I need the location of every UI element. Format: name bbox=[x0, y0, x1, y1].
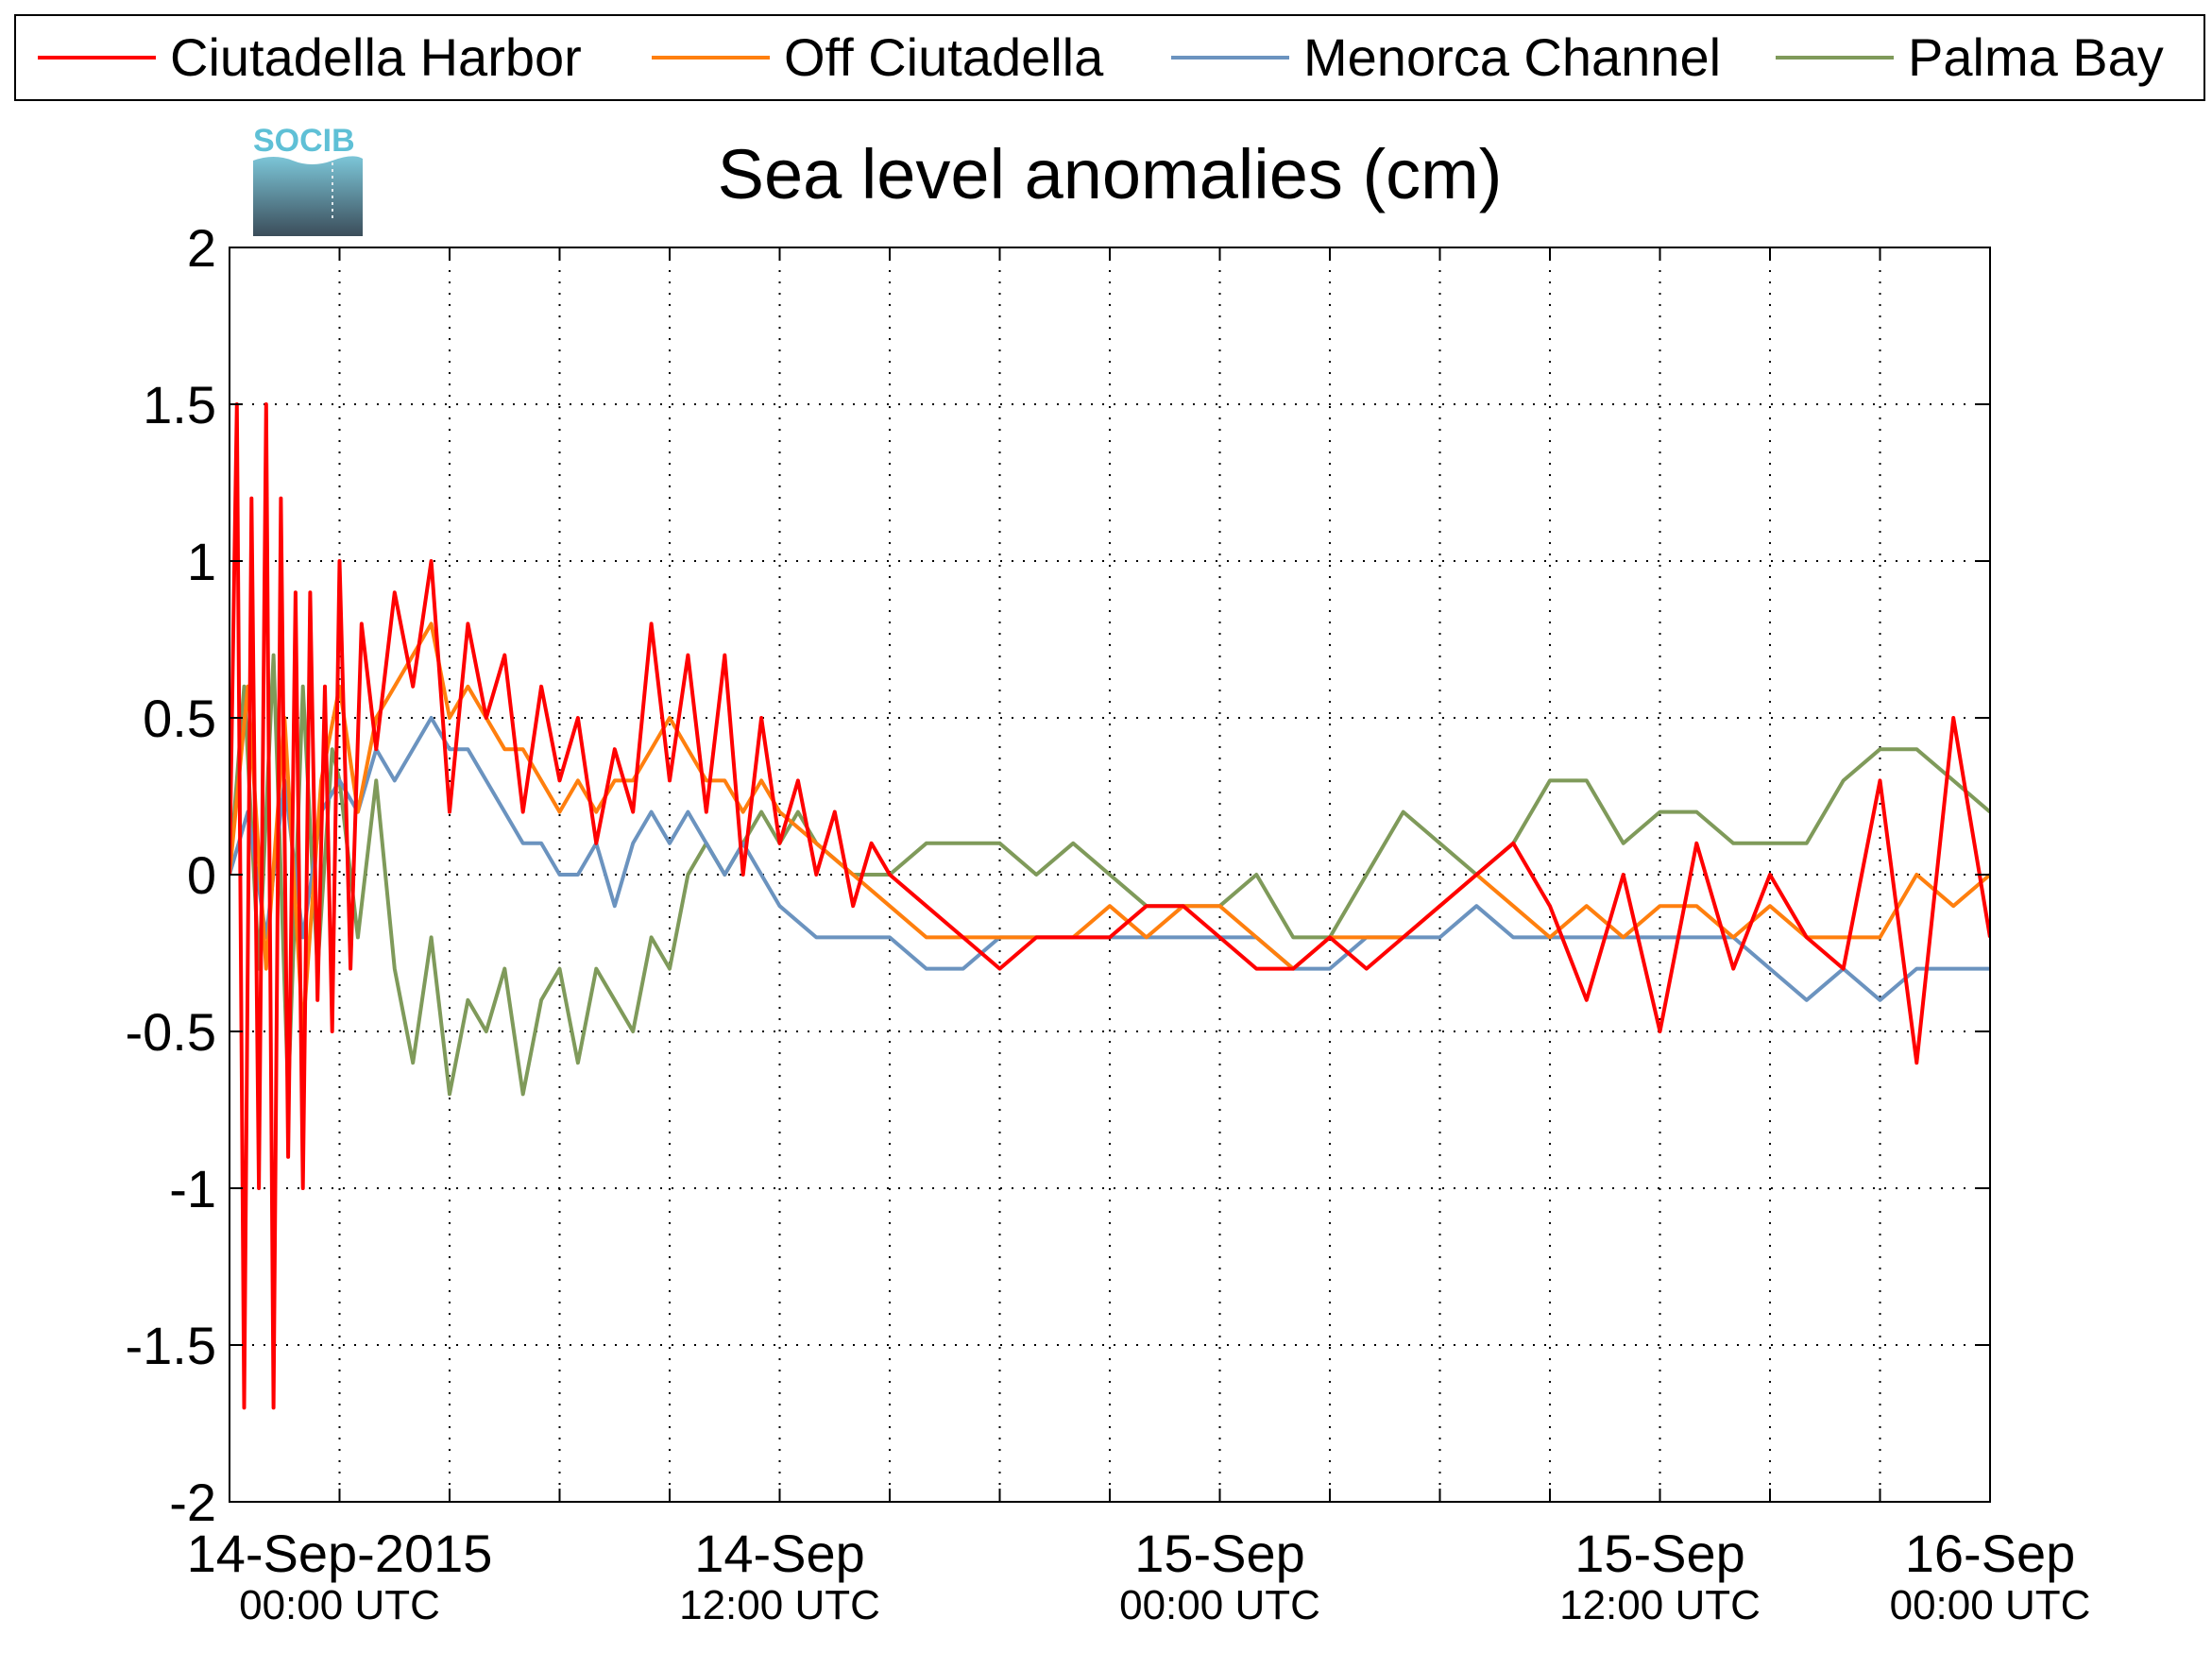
x-tick-label-time: 00:00 UTC bbox=[239, 1582, 440, 1628]
legend-label: Ciutadella Harbor bbox=[170, 27, 582, 87]
x-tick-label-date: 14-Sep bbox=[694, 1524, 865, 1583]
legend-label: Menorca Channel bbox=[1303, 27, 1721, 87]
y-tick-labels: 2 1.5 1 0.5 0 -0.5 -1 -1.5 -2 bbox=[126, 218, 217, 1532]
series-line-ciutadella-harbor bbox=[230, 402, 1990, 1410]
y-tick-label: -0.5 bbox=[126, 1002, 217, 1062]
y-tick-label: 2 bbox=[187, 218, 216, 278]
x-tick-label-time: 00:00 UTC bbox=[1890, 1582, 2091, 1628]
x-tick-label-time: 00:00 UTC bbox=[1119, 1582, 1320, 1628]
axes bbox=[229, 247, 1991, 1503]
y-tick-label: -2 bbox=[169, 1473, 216, 1532]
legend: Ciutadella Harbor Off Ciutadella Menorca C… bbox=[14, 14, 2205, 101]
legend-label: Palma Bay bbox=[1908, 27, 2164, 87]
socib-logo: SOCIB bbox=[253, 123, 363, 236]
y-tick-label: 0 bbox=[187, 845, 216, 905]
plot-area bbox=[230, 402, 1990, 1410]
y-tick-label: 1.5 bbox=[143, 375, 216, 434]
legend-label: Off Ciutadella bbox=[784, 27, 1104, 87]
x-tick-label-time: 12:00 UTC bbox=[679, 1582, 880, 1628]
y-tick-label: 1 bbox=[187, 532, 216, 591]
x-tick-label-time: 12:00 UTC bbox=[1559, 1582, 1761, 1628]
x-tick-label-date: 16-Sep bbox=[1905, 1524, 2076, 1583]
x-tick-label-date: 14-Sep-2015 bbox=[187, 1524, 493, 1583]
y-tick-label: 0.5 bbox=[143, 689, 216, 748]
series-line-off-ciutadella bbox=[230, 622, 1990, 1033]
y-tick-label: -1.5 bbox=[126, 1316, 217, 1375]
x-tick-label-date: 15-Sep bbox=[1574, 1524, 1745, 1583]
series-line-palma-bay bbox=[230, 653, 1990, 1097]
x-tick-label-date: 15-Sep bbox=[1134, 1524, 1305, 1583]
y-tick-label: -1 bbox=[169, 1159, 216, 1218]
socib-logo-wave bbox=[253, 156, 363, 236]
chart-title: Sea level anomalies (cm) bbox=[718, 135, 1503, 213]
axes-frame bbox=[229, 247, 1991, 1503]
socib-logo-text: SOCIB bbox=[253, 123, 355, 159]
